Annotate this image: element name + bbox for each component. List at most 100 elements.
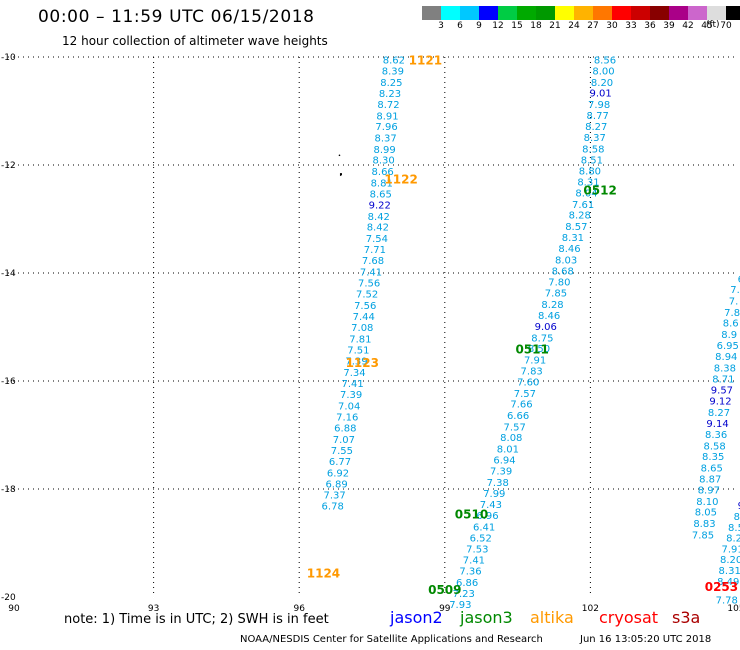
wave-height-reading: 7.91 bbox=[524, 355, 546, 366]
satellite-legend-jason2: jason2 bbox=[390, 608, 443, 627]
wave-height-reading: 7.43 bbox=[480, 500, 502, 511]
legend-tick-label: 3 bbox=[438, 21, 444, 31]
wave-height-reading: 8.50 bbox=[528, 344, 550, 355]
lat-tick-label: -10 bbox=[1, 53, 16, 63]
wave-height-reading: 7.38 bbox=[487, 478, 509, 489]
wave-height-reading: 7.83 bbox=[521, 367, 543, 378]
wave-height-reading: 8.56 bbox=[594, 56, 616, 67]
altika-pass-label: 1121 bbox=[409, 54, 442, 68]
legend-tick-label: 21 bbox=[549, 21, 561, 31]
wave-height-reading: 7.57 bbox=[514, 389, 536, 400]
page-subtitle: 12 hour collection of altimeter wave hei… bbox=[62, 34, 328, 48]
wave-height-reading: 8.65 bbox=[370, 190, 392, 201]
wave-height-reading: 6.78 bbox=[322, 502, 344, 513]
wave-height-reading: 7.57 bbox=[504, 422, 526, 433]
legend-tick-label: 24 bbox=[568, 21, 580, 31]
wave-height-reading: 8.37 bbox=[584, 133, 606, 144]
wave-height-reading: 8.27 bbox=[708, 408, 730, 419]
wave-height-reading: 8.10 bbox=[696, 497, 718, 508]
wave-height-reading: 7.56 bbox=[358, 279, 380, 290]
legend-tick-label: 36 bbox=[644, 21, 656, 31]
legend-tick-label: 70 bbox=[720, 21, 732, 31]
wave-height-reading: 8.46 bbox=[558, 244, 580, 255]
wave-height-reading: 8.94 bbox=[715, 352, 737, 363]
wave-height-reading: 8.58 bbox=[704, 441, 726, 452]
wave-height-reading: 8.42 bbox=[368, 212, 390, 223]
wave-height-reading: 8.49 bbox=[717, 577, 739, 588]
legend-swatch bbox=[536, 6, 555, 20]
wave-height-reading: 8.04 bbox=[575, 189, 597, 200]
cryosat-pass-label: 0253 bbox=[705, 580, 738, 594]
wave-height-reading: 7.71 bbox=[364, 245, 386, 256]
color-scale-unit: (ft) bbox=[706, 20, 720, 30]
satellite-legend-s3a: s3a bbox=[672, 608, 701, 627]
wave-height-reading: 9.12 bbox=[709, 396, 731, 407]
wave-height-reading: 7.55 bbox=[331, 446, 353, 457]
altika-pass-label: 1123 bbox=[346, 356, 379, 370]
wave-height-reading: 8.37 bbox=[374, 133, 396, 144]
wave-height-reading: 7.36 bbox=[459, 567, 481, 578]
wave-height-reading: 6.88 bbox=[334, 423, 356, 434]
wave-height-reading: 7.68 bbox=[362, 256, 384, 267]
wave-height-reading: 8.36 bbox=[705, 430, 727, 441]
wave-height-reading: 7. bbox=[729, 297, 739, 308]
lon-tick-label: 102 bbox=[582, 604, 599, 614]
wave-height-reading: 8.5 bbox=[728, 523, 740, 534]
wave-height-reading: 7.16 bbox=[336, 413, 358, 424]
legend-tick-label: 15 bbox=[511, 21, 523, 31]
wave-height-reading: 8.20 bbox=[720, 555, 740, 566]
legend-tick-label: 33 bbox=[625, 21, 637, 31]
legend-tick-label: 9 bbox=[476, 21, 482, 31]
lon-tick-label: 96 bbox=[293, 604, 305, 614]
legend-swatch bbox=[631, 6, 650, 20]
wave-height-reading: 7.91 bbox=[721, 544, 740, 555]
wave-height-reading: 7.66 bbox=[510, 400, 532, 411]
lat-tick-label: -16 bbox=[1, 377, 16, 387]
wave-height-reading: 8.20 bbox=[591, 78, 613, 89]
wave-height-reading: 7.53 bbox=[466, 544, 488, 555]
wave-height-reading: 8.38 bbox=[714, 364, 736, 375]
wave-height-reading: 8.03 bbox=[555, 256, 577, 267]
wave-height-reading: 8.62 bbox=[383, 56, 405, 67]
wave-height-reading: 8.6 bbox=[723, 319, 739, 330]
wave-height-reading: 7.44 bbox=[353, 312, 375, 323]
wave-height-reading: 8.58 bbox=[582, 144, 604, 155]
wave-height-reading: 9.06 bbox=[535, 322, 557, 333]
wave-height-reading: 7.85 bbox=[692, 530, 714, 541]
wave-height-reading: 7.81 bbox=[349, 334, 371, 345]
wave-height-reading: 7.8 bbox=[724, 308, 740, 319]
wave-height-reading: 8.2 bbox=[726, 534, 740, 545]
wave-height-reading: 6.52 bbox=[470, 534, 492, 545]
legend-swatch bbox=[460, 6, 479, 20]
legend-swatch bbox=[669, 6, 688, 20]
wave-height-reading: 7.56 bbox=[354, 301, 376, 312]
wave-height-reading: 8.42 bbox=[367, 223, 389, 234]
wave-height-reading: 8. bbox=[734, 512, 740, 523]
wave-height-reading: 6.96 bbox=[476, 511, 498, 522]
wave-height-reading: 6.95 bbox=[717, 341, 739, 352]
credit-line: NOAA/NESDIS Center for Satellite Applica… bbox=[240, 634, 543, 645]
wave-height-reading: 7.60 bbox=[517, 378, 539, 389]
jason3-pass-label: 0510 bbox=[455, 507, 488, 521]
legend-swatch bbox=[517, 6, 536, 20]
wave-height-reading: 8.27 bbox=[585, 122, 607, 133]
lat-tick-label: -14 bbox=[1, 269, 16, 279]
wave-height-reading: 6.77 bbox=[329, 457, 351, 468]
legend-swatch bbox=[574, 6, 593, 20]
wave-height-reading: 8.51 bbox=[581, 156, 603, 167]
lat-tick-label: -18 bbox=[1, 485, 16, 495]
wave-height-reading: 8.91 bbox=[376, 111, 398, 122]
wave-height-reading: 7.41 bbox=[463, 556, 485, 567]
wave-height-reading: 8.00 bbox=[592, 67, 614, 78]
wave-height-reading: 7.52 bbox=[356, 290, 378, 301]
wave-height-reading: 8.68 bbox=[552, 266, 574, 277]
lon-tick-label: 105 bbox=[727, 604, 740, 614]
legend-swatch bbox=[555, 6, 574, 20]
wave-height-reading: 9 bbox=[738, 501, 740, 512]
wave-height-reading: 6.94 bbox=[493, 455, 515, 466]
wave-height-reading: 8.28 bbox=[569, 211, 591, 222]
wave-height-reading: 7.34 bbox=[343, 368, 365, 379]
legend-swatch bbox=[612, 6, 631, 20]
wave-height-reading: 8.05 bbox=[695, 508, 717, 519]
